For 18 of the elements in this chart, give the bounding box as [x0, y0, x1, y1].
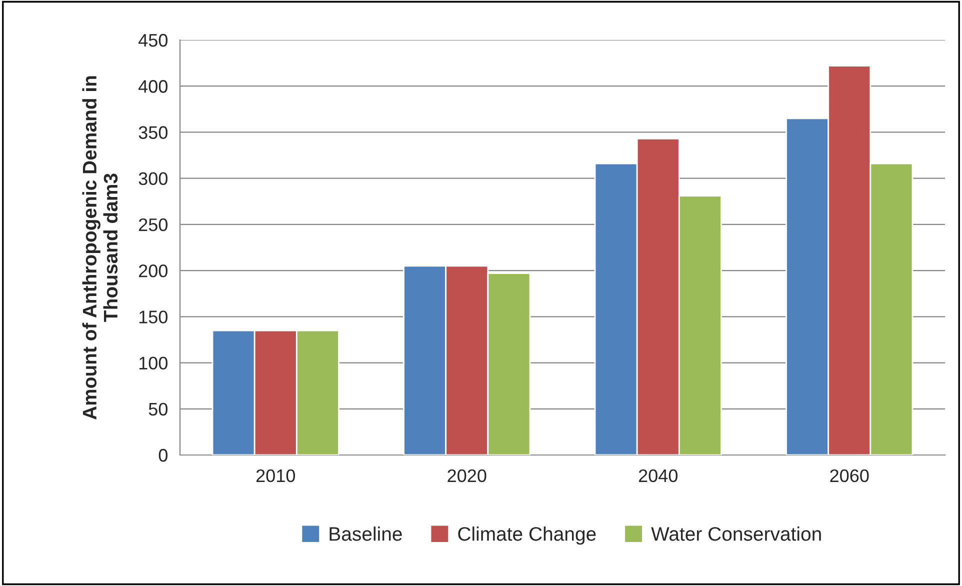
y-tick-label: 250 [138, 218, 168, 232]
y-tick-label: 50 [148, 402, 168, 416]
x-tick-label: 2020 [448, 469, 486, 482]
x-tick-label: 2060 [830, 469, 869, 482]
legend-label: Baseline [330, 526, 402, 541]
y-tick-label: 350 [138, 126, 168, 139]
x-tick-label: 2040 [638, 469, 678, 482]
y-axis-title: Amount of Anthropogenic Demand in Thousand dam3 [82, 76, 118, 420]
y-tick-label: 100 [139, 356, 168, 370]
legend-label: Water Conservation [651, 526, 821, 541]
y-tick-label: 150 [139, 310, 168, 324]
y-tick-label: 0 [158, 448, 168, 462]
x-tick-label: 2010 [256, 469, 296, 482]
y-tick-label: 450 [138, 34, 168, 47]
y-tick-label: 200 [138, 264, 168, 278]
y-tick-label: 300 [138, 172, 168, 186]
legend-label: Climate Change [458, 526, 596, 545]
y-tick-label: 400 [138, 80, 168, 93]
